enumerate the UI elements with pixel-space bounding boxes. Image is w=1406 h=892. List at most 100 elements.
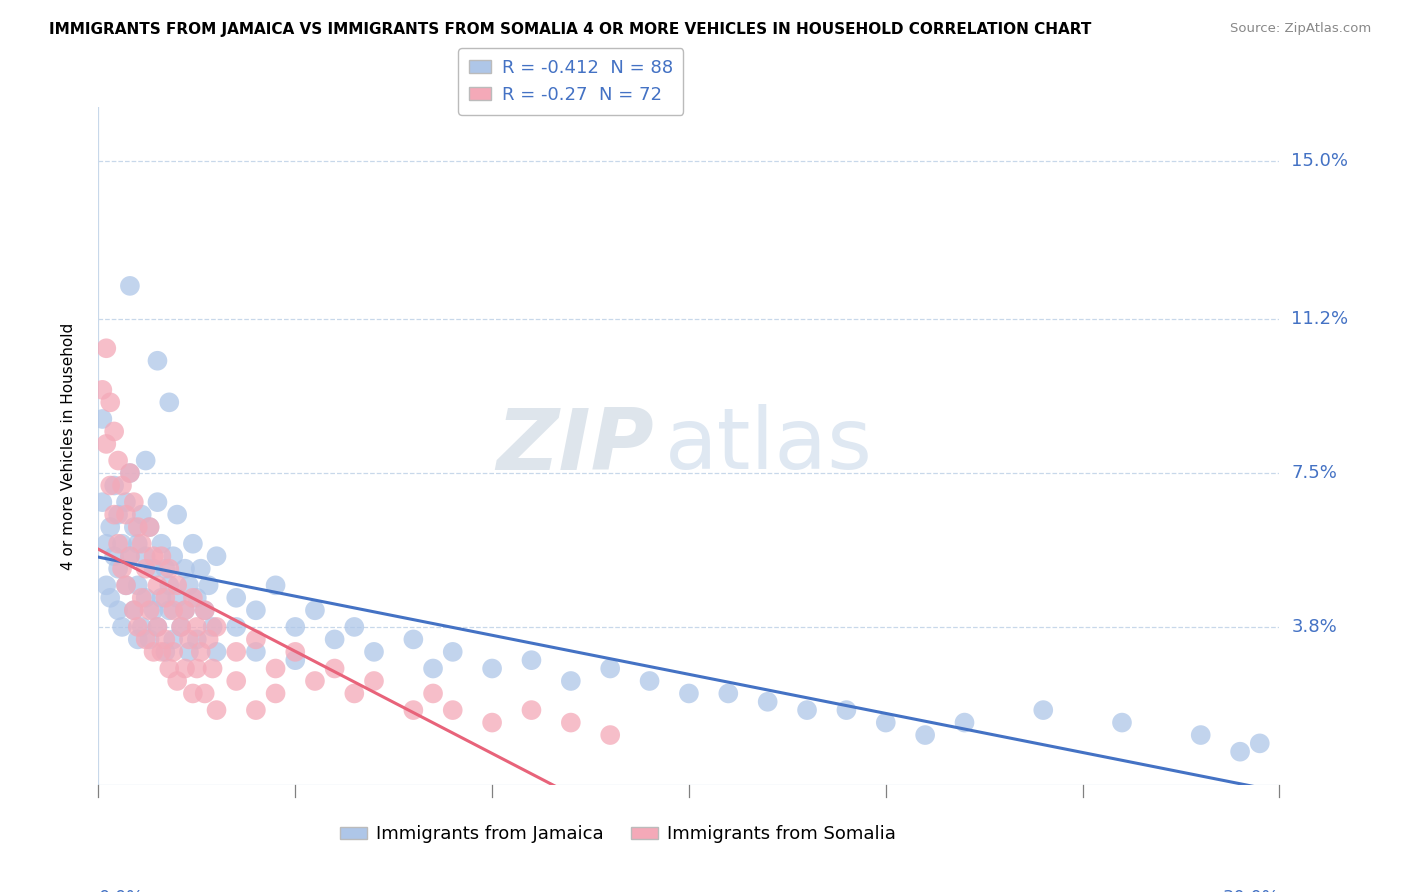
Text: Source: ZipAtlas.com: Source: ZipAtlas.com	[1230, 22, 1371, 36]
Point	[835, 703, 858, 717]
Point	[127, 520, 149, 534]
Point	[98, 395, 121, 409]
Point	[162, 632, 184, 647]
Point	[96, 437, 118, 451]
Point	[135, 591, 157, 605]
Point	[201, 620, 224, 634]
Point	[142, 549, 165, 564]
Point	[157, 603, 180, 617]
Point	[122, 603, 145, 617]
Text: 0.0%: 0.0%	[98, 889, 143, 892]
Point	[166, 591, 188, 605]
Point	[1229, 745, 1251, 759]
Point	[205, 703, 228, 717]
Point	[363, 673, 385, 688]
Text: 7.5%: 7.5%	[1291, 464, 1337, 482]
Point	[166, 673, 188, 688]
Point	[157, 661, 180, 675]
Point	[150, 549, 173, 564]
Point	[131, 620, 153, 634]
Point	[98, 478, 121, 492]
Point	[520, 703, 543, 717]
Point	[111, 537, 134, 551]
Point	[122, 520, 145, 534]
Point	[914, 728, 936, 742]
Point	[323, 661, 346, 675]
Point	[135, 549, 157, 564]
Point	[678, 686, 700, 700]
Point	[98, 591, 121, 605]
Point	[194, 686, 217, 700]
Point	[155, 645, 177, 659]
Point	[127, 620, 149, 634]
Point	[162, 603, 184, 617]
Point	[186, 661, 208, 675]
Point	[186, 591, 208, 605]
Point	[422, 686, 444, 700]
Text: IMMIGRANTS FROM JAMAICA VS IMMIGRANTS FROM SOMALIA 4 OR MORE VEHICLES IN HOUSEHO: IMMIGRANTS FROM JAMAICA VS IMMIGRANTS FR…	[49, 22, 1091, 37]
Text: ZIP: ZIP	[496, 404, 654, 488]
Point	[174, 562, 197, 576]
Point	[402, 632, 425, 647]
Point	[323, 632, 346, 647]
Text: 3.8%: 3.8%	[1291, 618, 1337, 636]
Point	[245, 632, 267, 647]
Point	[177, 645, 200, 659]
Point	[422, 661, 444, 675]
Point	[127, 537, 149, 551]
Point	[481, 661, 503, 675]
Point	[225, 591, 247, 605]
Legend: Immigrants from Jamaica, Immigrants from Somalia: Immigrants from Jamaica, Immigrants from…	[333, 818, 903, 850]
Point	[181, 686, 204, 700]
Point	[264, 578, 287, 592]
Point	[138, 632, 160, 647]
Text: 30.0%: 30.0%	[1223, 889, 1279, 892]
Point	[122, 495, 145, 509]
Text: atlas: atlas	[665, 404, 873, 488]
Point	[118, 549, 141, 564]
Point	[441, 645, 464, 659]
Point	[146, 578, 169, 592]
Point	[118, 466, 141, 480]
Point	[190, 645, 212, 659]
Point	[284, 645, 307, 659]
Point	[91, 412, 114, 426]
Point	[131, 591, 153, 605]
Point	[103, 425, 125, 439]
Point	[118, 549, 141, 564]
Point	[717, 686, 740, 700]
Point	[264, 686, 287, 700]
Point	[1189, 728, 1212, 742]
Point	[162, 645, 184, 659]
Point	[197, 578, 219, 592]
Point	[756, 695, 779, 709]
Point	[343, 686, 366, 700]
Point	[111, 620, 134, 634]
Point	[174, 661, 197, 675]
Point	[205, 549, 228, 564]
Text: 11.2%: 11.2%	[1291, 310, 1348, 328]
Point	[118, 466, 141, 480]
Point	[138, 603, 160, 617]
Point	[560, 715, 582, 730]
Point	[135, 562, 157, 576]
Point	[166, 578, 188, 592]
Point	[131, 508, 153, 522]
Point	[181, 591, 204, 605]
Point	[127, 578, 149, 592]
Point	[599, 661, 621, 675]
Point	[115, 495, 138, 509]
Point	[146, 620, 169, 634]
Point	[166, 508, 188, 522]
Point	[103, 478, 125, 492]
Point	[170, 620, 193, 634]
Point	[245, 703, 267, 717]
Point	[115, 508, 138, 522]
Point	[157, 395, 180, 409]
Point	[150, 645, 173, 659]
Point	[174, 603, 197, 617]
Point	[157, 578, 180, 592]
Point	[142, 645, 165, 659]
Point	[304, 673, 326, 688]
Point	[142, 603, 165, 617]
